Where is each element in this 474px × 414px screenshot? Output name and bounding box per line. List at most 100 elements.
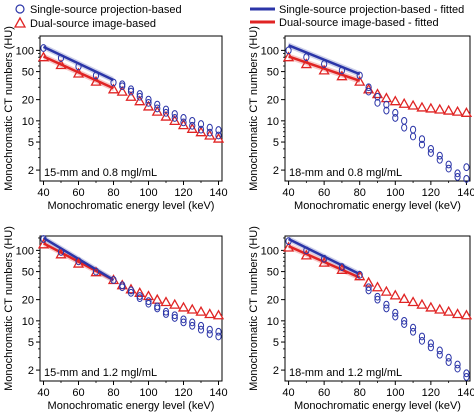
- single-source-point: [401, 116, 408, 125]
- dual-source-point: [398, 293, 410, 304]
- y-tick-label: 2: [273, 165, 279, 177]
- single-source-point: [171, 114, 178, 122]
- single-source-point: [463, 174, 470, 183]
- fitted-line-single: [288, 237, 361, 276]
- single-source-point: [197, 120, 205, 128]
- dual-source-point: [72, 67, 85, 78]
- y-axis-label: Monochromatic CT numbers (HU): [248, 226, 260, 391]
- y-tick-label: 2: [273, 365, 279, 377]
- y-tick-label: 10: [267, 116, 279, 128]
- dual-source-point: [37, 238, 50, 249]
- single-source-point: [427, 149, 434, 157]
- x-axis-label: Monochromatic energy level (keV): [48, 200, 215, 212]
- x-tick-label: 140: [457, 187, 474, 199]
- single-source-point: [180, 118, 187, 127]
- y-tick-label: 5: [28, 337, 34, 349]
- legend-circle-marker: [15, 4, 25, 14]
- dual-source-point: [380, 92, 393, 103]
- x-tick-label: 40: [282, 387, 294, 399]
- dual-source-point: [169, 298, 181, 309]
- single-source-point: [463, 163, 470, 172]
- y-tick-label: 10: [22, 316, 34, 328]
- single-source-point: [365, 283, 372, 292]
- single-source-point: [374, 295, 381, 304]
- x-tick-label: 80: [107, 187, 119, 199]
- x-tick-label: 120: [174, 387, 192, 399]
- single-source-point: [409, 132, 417, 141]
- dual-source-point: [134, 95, 146, 106]
- single-source-point: [145, 299, 152, 308]
- single-source-point: [303, 246, 310, 255]
- single-source-point: [136, 292, 143, 300]
- single-source-point: [40, 235, 47, 243]
- dual-source-point: [380, 285, 393, 296]
- dual-source-point: [300, 249, 312, 260]
- single-source-point: [463, 373, 470, 381]
- x-tick-label: 100: [139, 387, 157, 399]
- x-tick-label: 80: [354, 187, 366, 199]
- x-tick-label: 120: [422, 387, 440, 399]
- single-source-point: [127, 85, 135, 94]
- single-source-point: [119, 80, 126, 89]
- single-source-point: [427, 343, 434, 352]
- x-tick-label: 80: [354, 387, 366, 399]
- dual-source-point: [425, 102, 437, 113]
- single-source-point: [197, 325, 205, 334]
- panel-annotation: 15-mm and 1.2 mgl/mL: [44, 367, 157, 379]
- single-source-point: [110, 276, 117, 284]
- single-source-point: [127, 286, 135, 295]
- dual-source-point: [300, 58, 312, 69]
- dual-source-point: [451, 308, 464, 319]
- x-tick-label: 60: [72, 387, 84, 399]
- single-source-point: [206, 123, 213, 132]
- y-tick-label: 10: [267, 316, 279, 328]
- y-tick-label: 50: [22, 67, 34, 79]
- single-source-point: [436, 346, 443, 355]
- dual-source-point: [336, 70, 348, 81]
- y-tick-label: 100: [16, 45, 34, 57]
- y-tick-label: 5: [28, 137, 34, 149]
- single-source-point: [206, 325, 213, 334]
- fitted-line-dual: [288, 55, 361, 82]
- dual-source-point: [204, 308, 216, 319]
- panel-annotation: 15-mm and 0.8 mgl/mL: [44, 167, 157, 179]
- single-source-point: [436, 151, 443, 160]
- single-source-point: [215, 126, 222, 134]
- y-tick-label: 20: [267, 95, 279, 107]
- single-source-point: [145, 95, 152, 104]
- dual-source-point: [186, 123, 198, 133]
- single-source-point: [401, 123, 408, 132]
- legend-item-single: Single-source projection-based: [15, 4, 182, 16]
- single-source-point: [136, 90, 143, 98]
- single-source-point: [365, 83, 372, 92]
- single-source-point: [197, 125, 205, 134]
- single-source-point: [409, 327, 417, 336]
- single-source-point: [427, 339, 434, 348]
- single-source-point: [75, 257, 82, 266]
- dual-source-point: [204, 129, 216, 140]
- legend-label-single: Single-source projection-based: [30, 4, 182, 16]
- single-source-point: [136, 92, 143, 101]
- dual-source-point: [434, 303, 446, 314]
- single-source-point: [418, 336, 426, 345]
- legend-label-dual-fitted: Dual-source image-based - fitted: [279, 17, 439, 29]
- single-source-point: [445, 164, 452, 173]
- dual-source-point: [318, 256, 330, 267]
- dual-source-point: [186, 303, 198, 314]
- single-source-point: [171, 110, 178, 118]
- legend-label-single-fitted: Single-source projection-based - fitted: [279, 4, 464, 16]
- single-source-point: [356, 270, 363, 279]
- single-source-point: [154, 100, 161, 109]
- x-tick-label: 120: [174, 187, 192, 199]
- fitted-line-dual: [42, 55, 115, 90]
- single-source-point: [445, 160, 452, 169]
- single-source-point: [445, 353, 452, 362]
- x-tick-label: 140: [457, 387, 474, 399]
- single-source-point: [383, 300, 390, 309]
- single-source-point: [180, 114, 187, 122]
- y-tick-label: 20: [22, 295, 34, 307]
